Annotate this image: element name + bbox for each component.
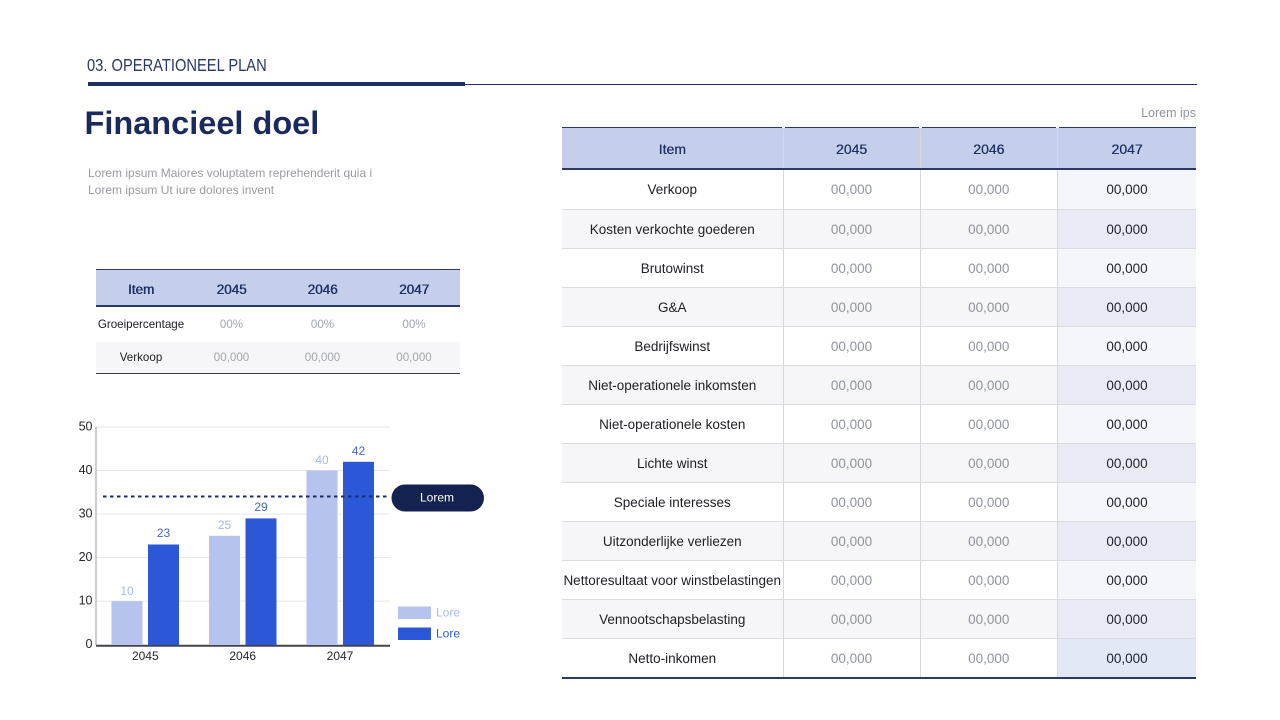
svg-text:25: 25 [218,518,232,532]
svg-text:30: 30 [79,507,93,521]
svg-text:2045: 2045 [132,649,159,663]
svg-text:42: 42 [352,444,366,458]
svg-text:40: 40 [79,463,93,477]
svg-text:Lore: Lore [436,627,460,641]
svg-text:50: 50 [79,420,93,434]
svg-text:10: 10 [79,594,93,608]
svg-text:0: 0 [86,637,93,651]
svg-text:Lorem: Lorem [420,491,454,505]
svg-text:2046: 2046 [229,649,256,663]
svg-text:Lore: Lore [436,606,460,620]
svg-text:29: 29 [254,500,268,514]
svg-text:20: 20 [79,550,93,564]
svg-text:23: 23 [157,526,171,540]
svg-text:10: 10 [120,584,134,598]
svg-text:40: 40 [315,453,329,467]
svg-text:2047: 2047 [327,649,354,663]
